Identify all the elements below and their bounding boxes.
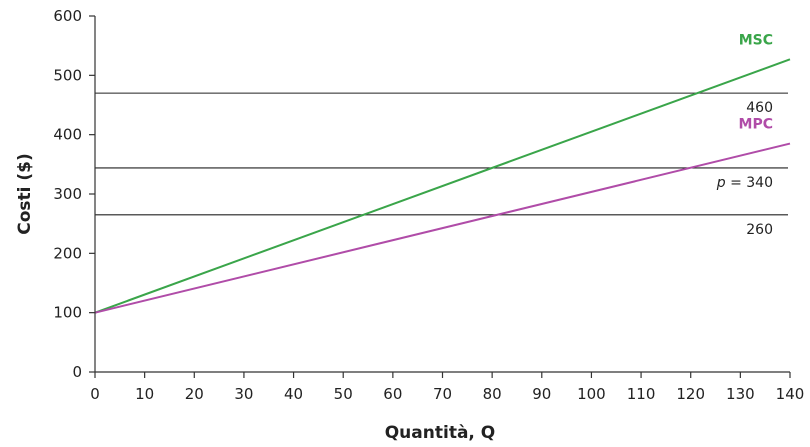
reference-line-label: 260 — [746, 222, 773, 238]
x-tick-label: 60 — [383, 385, 402, 403]
y-tick-label: 100 — [53, 304, 82, 322]
y-tick-label: 600 — [53, 7, 82, 25]
reference-line-label: 460 — [746, 100, 773, 116]
series-line-mpc — [94, 142, 791, 314]
x-tick-label: 40 — [284, 385, 303, 403]
x-tick-label: 20 — [185, 385, 204, 403]
x-tick-label: 140 — [776, 385, 805, 403]
y-tick-label: 0 — [72, 363, 82, 381]
series-line-msc — [94, 58, 791, 314]
x-tick-label: 100 — [577, 385, 606, 403]
x-tick-label: 10 — [135, 385, 154, 403]
x-tick-label: 0 — [90, 385, 100, 403]
x-tick-label: 110 — [627, 385, 656, 403]
x-tick-label: 30 — [234, 385, 253, 403]
x-tick-label: 70 — [433, 385, 452, 403]
x-tick-label: 120 — [676, 385, 705, 403]
x-axis-title: Quantità, Q — [385, 423, 496, 443]
series-label-msc: MSC — [739, 32, 773, 48]
x-tick-label: 80 — [483, 385, 502, 403]
y-tick-label: 400 — [53, 126, 82, 144]
x-tick-label: 130 — [726, 385, 755, 403]
y-tick-label: 500 — [53, 66, 82, 84]
x-tick-label: 50 — [334, 385, 353, 403]
series-label-mpc: MPC — [739, 117, 773, 133]
y-axis-title: Costi ($) — [15, 153, 35, 235]
reference-line-label: p = 340 — [716, 175, 773, 191]
y-tick-label: 200 — [53, 244, 82, 262]
x-tick-label: 90 — [532, 385, 551, 403]
y-tick-label: 300 — [53, 185, 82, 203]
